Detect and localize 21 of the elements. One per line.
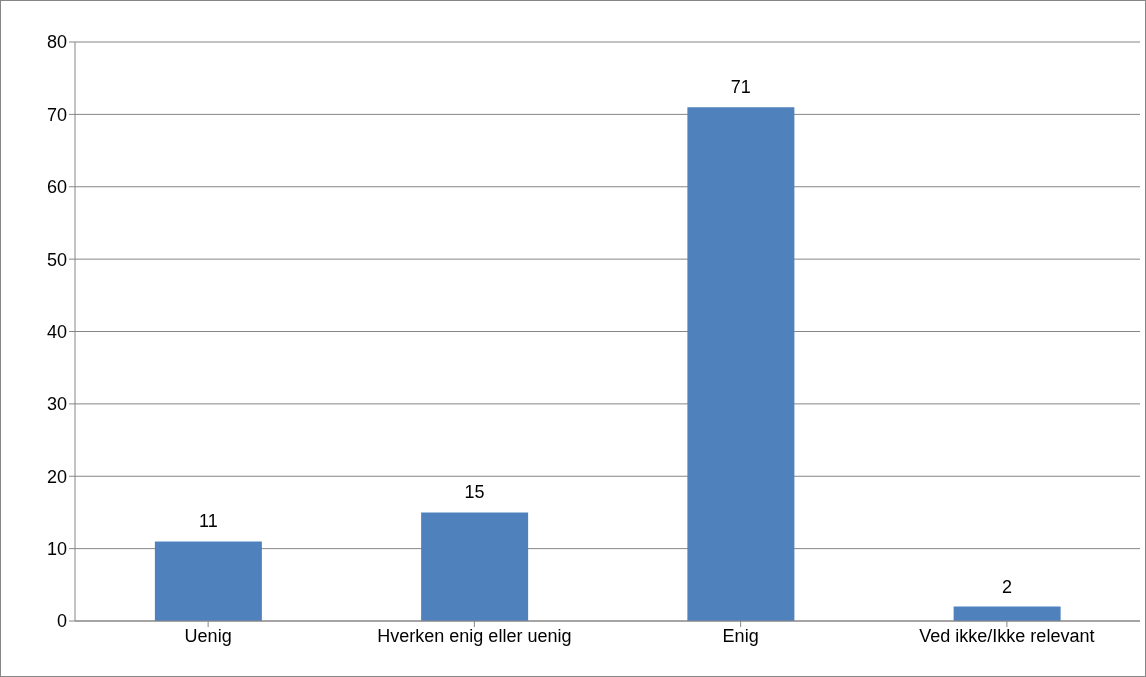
x-tick-label: Ved ikke/Ikke relevant: [919, 625, 1095, 646]
bar: [154, 541, 262, 621]
data-label: 11: [199, 511, 218, 532]
x-tick-label: Hverken enig eller uenig: [377, 625, 572, 646]
data-label: 2: [1002, 576, 1013, 597]
y-tick-label: 20: [46, 466, 67, 487]
data-label: 71: [730, 77, 751, 98]
bar: [687, 107, 795, 621]
y-tick-label: 80: [46, 32, 67, 53]
data-label: 15: [464, 482, 485, 503]
y-tick-label: 10: [46, 539, 67, 560]
bar: [421, 512, 529, 621]
x-tick-label: Enig: [722, 625, 759, 646]
y-tick-label: 30: [46, 394, 67, 415]
y-tick-label: 70: [46, 104, 67, 125]
y-tick-label: 60: [46, 177, 67, 198]
bar: [953, 606, 1061, 621]
y-tick-label: 50: [46, 249, 67, 270]
x-tick-label: Uenig: [184, 625, 232, 646]
y-tick-label: 40: [46, 321, 67, 342]
y-tick-label: 0: [56, 611, 67, 632]
